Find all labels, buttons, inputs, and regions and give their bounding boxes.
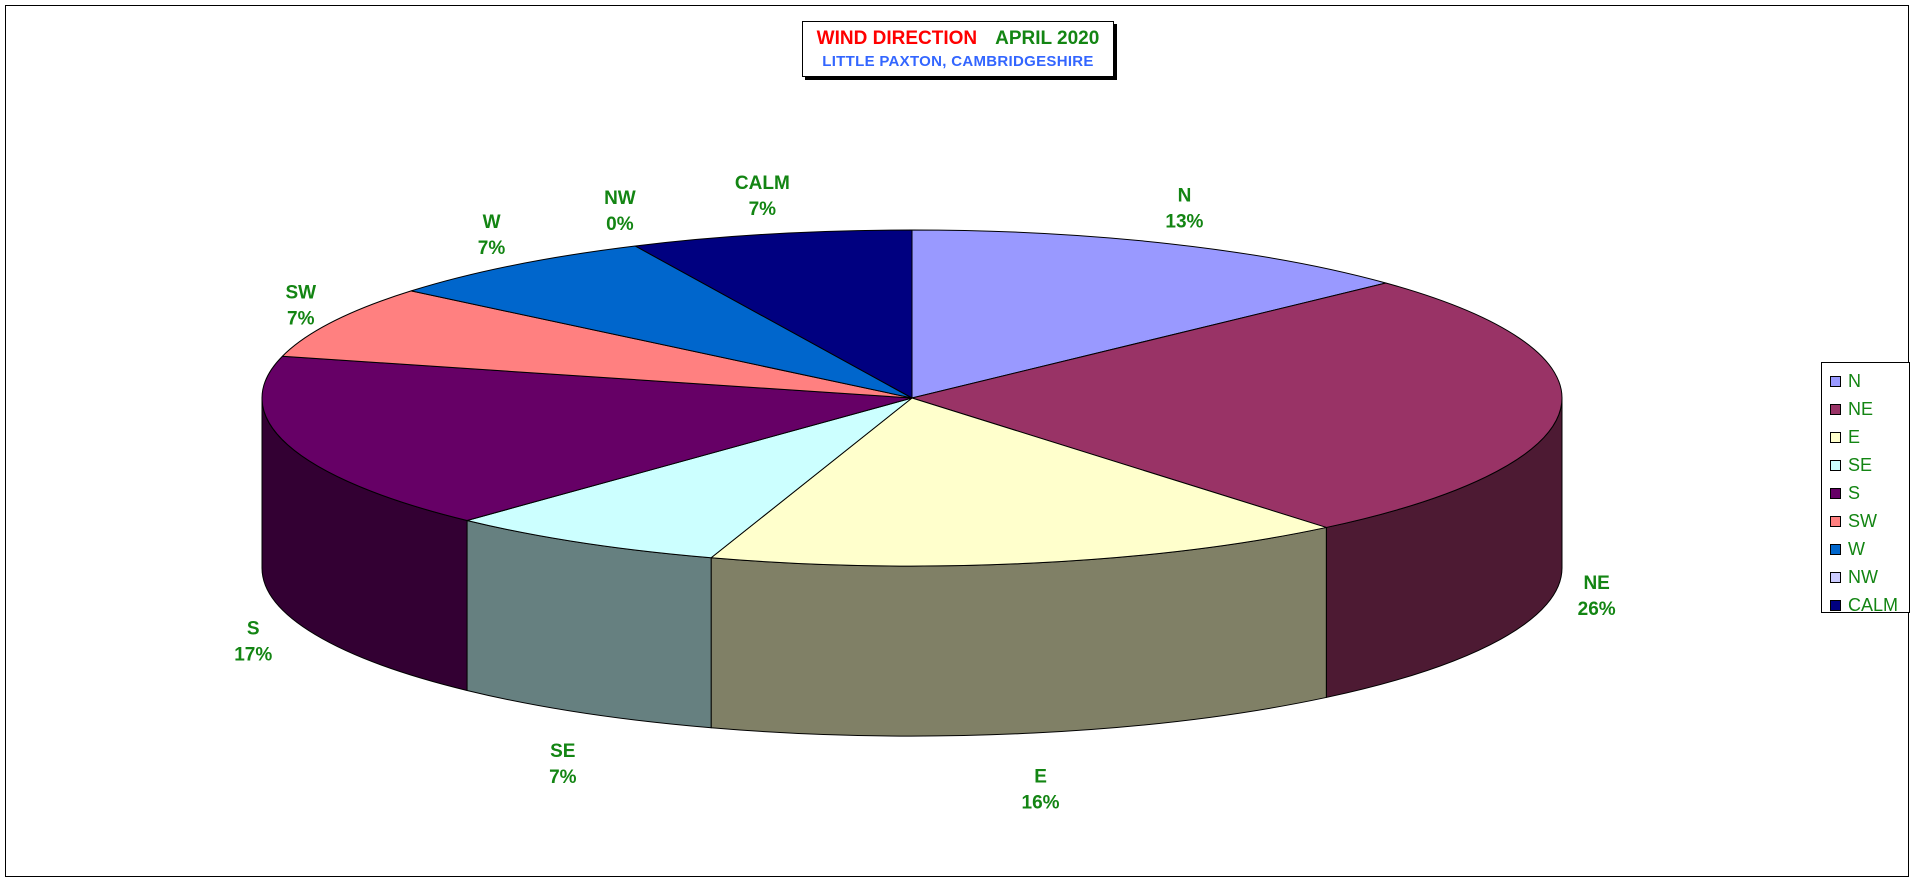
data-label-value: 17% [234, 645, 272, 666]
data-label-name: SW [285, 283, 316, 304]
legend-label: N [1848, 370, 1861, 391]
chart-title-box: WIND DIRECTION APRIL 2020 LITTLE PAXTON, … [802, 21, 1114, 77]
data-label-name: SE [550, 741, 575, 762]
legend-swatch [1830, 375, 1841, 387]
pie-slice-n [911, 229, 1387, 399]
data-label-value: 7% [749, 199, 777, 220]
chart-title: WIND DIRECTION [816, 28, 978, 49]
legend-swatch [1830, 515, 1841, 527]
legend-label: NW [1848, 566, 1878, 587]
legend-item-ne: NE [1822, 395, 1909, 423]
data-label-name: W [483, 212, 501, 233]
legend-swatch [1830, 459, 1841, 471]
data-label-name: E [1034, 766, 1047, 787]
data-label-ne: NE 26% [1578, 573, 1616, 620]
legend-swatch [1830, 487, 1841, 499]
data-label-value: 7% [287, 309, 315, 330]
data-label-w: W 7% [478, 212, 506, 259]
legend-item-w: W [1822, 535, 1909, 563]
pie-slice-calm [634, 229, 913, 399]
pie-slice-ne [911, 282, 1563, 528]
pie-slice-s [261, 355, 913, 521]
data-label-name: NE [1583, 573, 1609, 594]
data-label-s: S 17% [234, 619, 272, 666]
data-label-se: SE 7% [549, 741, 577, 788]
data-label-value: 16% [1022, 792, 1060, 813]
legend-label: W [1848, 538, 1865, 559]
chart-subtitle: LITTLE PAXTON, CAMBRIDGESHIRE [822, 53, 1094, 70]
data-label-sw: SW 7% [285, 283, 316, 330]
legend-label: NE [1848, 398, 1874, 419]
legend-item-sw: SW [1822, 507, 1909, 535]
data-label-value: 0% [606, 214, 634, 235]
legend-swatch [1830, 403, 1841, 415]
data-label-value: 7% [478, 238, 506, 259]
legend-item-e: E [1822, 423, 1909, 451]
data-label-name: N [1178, 185, 1192, 206]
legend-label: SE [1848, 454, 1873, 475]
data-label-name: NW [604, 188, 636, 209]
data-label-nw: NW 0% [604, 188, 636, 235]
chart-title-line: WIND DIRECTION APRIL 2020 [803, 28, 1113, 50]
legend-label: SW [1848, 510, 1877, 531]
legend-label: S [1848, 482, 1861, 503]
data-label-name: CALM [735, 173, 790, 194]
pie-slice-sw [281, 290, 913, 399]
pie-slice-e [710, 397, 1327, 567]
legend-label: E [1848, 426, 1861, 447]
chart-title-period: APRIL 2020 [995, 28, 1100, 49]
data-label-value: 7% [549, 767, 577, 788]
legend-swatch [1830, 543, 1841, 555]
data-label-value: 13% [1165, 211, 1203, 232]
data-label-value: 26% [1578, 599, 1616, 620]
data-label-e: E 16% [1022, 766, 1060, 813]
legend: N NE E SE S SW W NW CALM [1821, 362, 1910, 615]
data-label-calm: CALM 7% [735, 173, 790, 220]
legend-label: CALM [1848, 594, 1899, 615]
legend-swatch [1830, 431, 1841, 443]
legend-swatch [1830, 571, 1841, 583]
pie-slice-w [410, 245, 913, 399]
legend-item-calm: CALM [1822, 591, 1909, 619]
data-label-n: N 13% [1165, 185, 1203, 232]
legend-item-nw: NW [1822, 563, 1909, 591]
legend-item-s: S [1822, 479, 1909, 507]
legend-item-se: SE [1822, 451, 1909, 479]
data-label-name: S [247, 619, 260, 640]
legend-swatch [1830, 599, 1841, 611]
pie-slice-se [466, 397, 913, 559]
legend-item-n: N [1822, 367, 1909, 395]
